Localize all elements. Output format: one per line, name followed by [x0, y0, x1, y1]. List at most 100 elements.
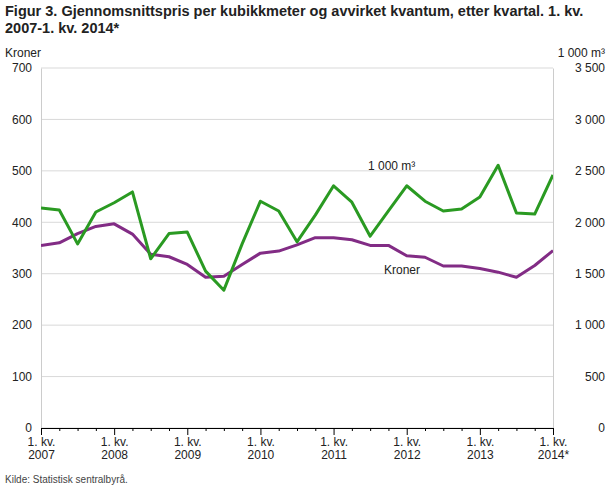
tick	[388, 428, 389, 431]
tick-label: 1. kv.2013	[466, 435, 494, 463]
tick: 1. kv.2013	[466, 428, 494, 462]
tick-mark	[96, 428, 97, 431]
title: Figur 3. Gjennomsnittspris per kubikkmet…	[5, 3, 583, 36]
tick: 1. kv.2011	[320, 428, 348, 462]
y-axis: 0 100 200 300 400 500 600 700	[12, 61, 42, 435]
grid	[41, 68, 553, 428]
tick: 300	[12, 267, 41, 281]
tick: 200	[12, 318, 41, 332]
chart: Figur 3. Gjennomsnittspris per kubikkmet…	[0, 0, 610, 488]
tick-mark	[425, 428, 426, 431]
tick: 1 500	[553, 267, 605, 281]
tick-label: 1. kv.2010	[247, 435, 275, 463]
tick: 1. kv.2007	[28, 428, 56, 462]
tick: 3 500	[553, 61, 605, 75]
tick-label: 600	[12, 113, 32, 127]
tick-label: 0	[598, 421, 605, 435]
tick	[96, 428, 97, 431]
tick-mark	[206, 428, 207, 431]
tick-label: 700	[12, 61, 32, 75]
series-label: Kroner	[384, 263, 420, 277]
tick-label: 0	[25, 421, 32, 435]
axis-title: 1 000 m³	[558, 46, 605, 60]
x-axis: 1. kv.2007 1. kv.2008 1. kv.2009 1. kv.2010…	[28, 428, 570, 462]
tick	[535, 428, 536, 431]
tick	[352, 428, 353, 431]
tick-mark	[78, 428, 79, 431]
tick	[462, 428, 463, 431]
grid-line	[41, 68, 553, 69]
tick	[315, 428, 316, 431]
tick-mark	[132, 428, 133, 431]
tick	[206, 428, 207, 431]
tick-mark	[315, 428, 316, 431]
tick: 0	[553, 421, 605, 435]
tick-label: 100	[12, 370, 32, 384]
grid-line	[41, 376, 553, 377]
tick-label: 1 000	[575, 318, 605, 332]
tick: 500	[553, 370, 605, 384]
tick: 3 000	[553, 113, 605, 127]
tick	[425, 428, 426, 431]
tick-label: 2 500	[575, 164, 605, 178]
tick-label: 1. kv.2008	[101, 435, 129, 463]
tick: 1. kv.2014*	[538, 428, 570, 462]
tick	[169, 428, 170, 431]
tick-label: 3 500	[575, 61, 605, 75]
tick: 700	[12, 61, 41, 75]
tick: 100	[12, 370, 41, 384]
tick-label: 2 000	[575, 216, 605, 230]
tick-mark	[388, 428, 389, 431]
grid-line	[41, 222, 553, 223]
tick	[443, 428, 444, 431]
tick	[224, 428, 225, 431]
tick-label: 1. kv.2012	[393, 435, 421, 463]
tick	[279, 428, 280, 431]
tick-mark	[224, 428, 225, 431]
tick-mark	[297, 428, 298, 431]
tick-label: 1. kv.2011	[320, 435, 348, 463]
tick-label: 500	[12, 164, 32, 178]
tick-label: 1. kv.2014*	[538, 435, 570, 463]
tick-label: 1 500	[575, 267, 605, 281]
tick-mark	[59, 428, 60, 431]
tick	[151, 428, 152, 431]
tick	[242, 428, 243, 431]
series-line	[41, 224, 553, 277]
tick-label: 1. kv.2009	[174, 435, 202, 463]
series-line	[41, 165, 553, 290]
tick: 1. kv.2012	[393, 428, 421, 462]
tick-label: 500	[585, 370, 605, 384]
tick: 2 500	[553, 164, 605, 178]
tick: 1. kv.2008	[101, 428, 129, 462]
tick	[516, 428, 517, 431]
axis-line	[41, 69, 42, 429]
tick-label: 1. kv.2007	[28, 435, 56, 463]
tick-mark	[516, 428, 517, 431]
plot-area	[41, 165, 553, 290]
tick-mark	[169, 428, 170, 431]
tick-mark	[498, 428, 499, 431]
tick	[132, 428, 133, 431]
tick	[297, 428, 298, 431]
tick-label: 300	[12, 267, 32, 281]
tick-mark	[443, 428, 444, 431]
tick-mark	[151, 428, 152, 431]
tick-label: 3 000	[575, 113, 605, 127]
tick	[370, 428, 371, 431]
tick-mark	[352, 428, 353, 431]
tick-mark	[535, 428, 536, 431]
tick	[59, 428, 60, 431]
y2-axis: 0 500 1 000 1 500 2 000 2 500 3 000 3 500	[553, 61, 605, 435]
tick: 400	[12, 216, 41, 230]
tick: 2 000	[553, 216, 605, 230]
source: Kilde: Statistisk sentralbyrå.	[5, 474, 128, 485]
tick: 600	[12, 113, 41, 127]
tick	[78, 428, 79, 431]
tick-mark	[370, 428, 371, 431]
tick: 500	[12, 164, 41, 178]
tick: 1. kv.2009	[174, 428, 202, 462]
tick-mark	[242, 428, 243, 431]
tick	[498, 428, 499, 431]
grid-line	[41, 170, 553, 171]
